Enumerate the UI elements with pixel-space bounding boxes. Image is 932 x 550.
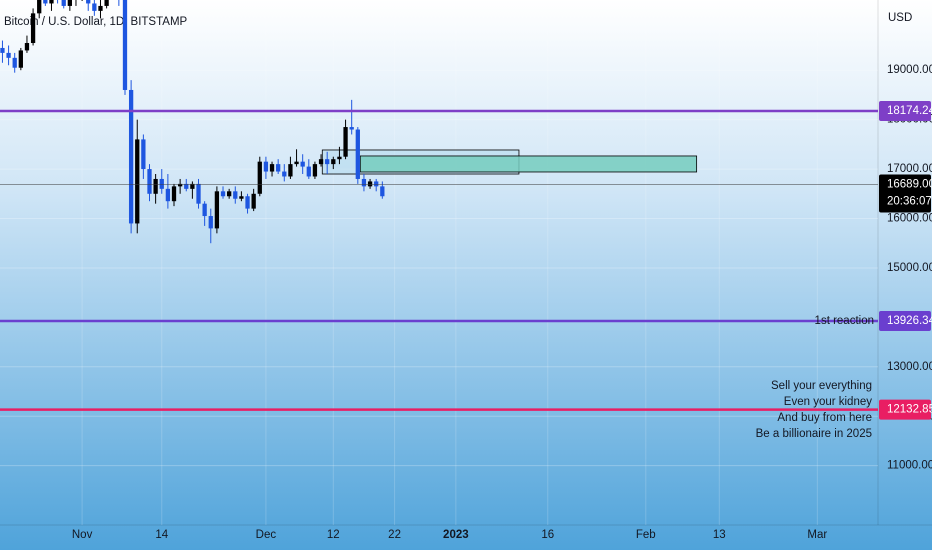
candle-body [318,159,324,165]
candle-body [325,159,330,165]
x-tick-label: 13 [713,529,726,541]
candle-body [355,129,360,179]
candle-body [135,139,140,224]
price-line-text: 1st reaction [815,315,874,327]
candle-body [171,186,177,202]
candle-body [159,178,164,189]
zone [359,155,698,173]
candle-body [30,13,36,44]
candle-body [300,161,305,167]
candle-body [61,0,66,6]
candle-body [202,203,207,217]
candle-body [239,196,244,199]
y-tick-label: 19000.00 [887,64,932,76]
candle-body [312,164,318,177]
candle-body [288,164,293,177]
candle-body [294,161,299,165]
candle-body [104,0,109,6]
candle-body [233,191,238,199]
candle-body [141,139,146,170]
candle-body [276,164,281,172]
price-line-label: 18174.24 [887,105,932,117]
candle-body [349,127,354,130]
x-tick-label: Mar [807,529,827,541]
x-tick-label: 16 [541,529,554,541]
candle-body [306,166,311,177]
candle-body [263,161,269,172]
candle-body [257,161,262,194]
price-line-box [879,311,931,332]
annotation-line: Be a billionaire in 2025 [756,428,872,440]
candle-body [374,181,379,187]
candle-body [18,50,23,68]
candle-body [153,178,158,194]
annotation-line: And buy from here [777,412,872,424]
price-line-box [879,101,931,122]
candle-body [251,193,256,209]
price-line-label: 13926.34 [887,315,932,327]
countdown: 20:36:07 [887,195,932,207]
candle-body [196,183,201,204]
last-price-box [879,174,931,213]
candle-body [147,169,152,194]
annotation-line: Even your kidney [784,396,872,408]
candle-body [0,47,5,53]
price-line-box [879,399,931,420]
candle-body [245,196,250,209]
candle-body [122,0,128,90]
currency: USD [888,12,912,24]
candle-body [184,183,189,189]
y-tick-label: 13000.00 [887,361,932,373]
candle-body [214,191,220,229]
candle-body [43,0,48,4]
candle-body [49,0,54,4]
x-tick-label: Nov [72,529,93,541]
candle-body [337,156,342,160]
candle-body [37,0,42,14]
candle-body [282,171,287,177]
candle-body [177,183,183,187]
x-tick-label: 2023 [443,529,469,541]
candle-body [361,178,367,187]
candle-body [12,57,17,68]
candle-body [98,5,103,11]
candle-body [220,191,226,197]
candle-body [367,181,373,187]
candle-body [269,164,275,172]
x-tick-label: 12 [327,529,340,541]
candle-body [128,89,134,224]
candle-body [190,183,195,189]
annotation-line: Sell your everything [771,380,872,392]
last-price-label: 16689.00 [887,178,932,190]
candle-body [86,0,91,4]
x-tick-label: Feb [636,529,656,541]
candle-body [67,0,72,6]
candle-body [343,127,348,157]
x-tick-label: Dec [256,529,277,541]
y-tick-label: 16000.00 [887,213,932,225]
candle-body [331,159,336,165]
candle-body [92,3,97,11]
price-line-label: 12132.85 [887,404,932,416]
candle-body [24,43,30,51]
chart-title: Bitcoin / U.S. Dollar, 1D, BITSTAMP [4,16,188,28]
candle-body [165,188,171,202]
candle-body [380,186,385,197]
x-tick-label: 22 [388,529,401,541]
candle-body [6,52,11,58]
y-tick-label: 11000.00 [887,460,932,472]
candle-body [208,216,213,229]
candle-body [227,191,232,197]
y-tick-label: 15000.00 [887,262,932,274]
y-tick-label: 17000.00 [887,163,932,175]
x-tick-label: 14 [155,529,168,541]
